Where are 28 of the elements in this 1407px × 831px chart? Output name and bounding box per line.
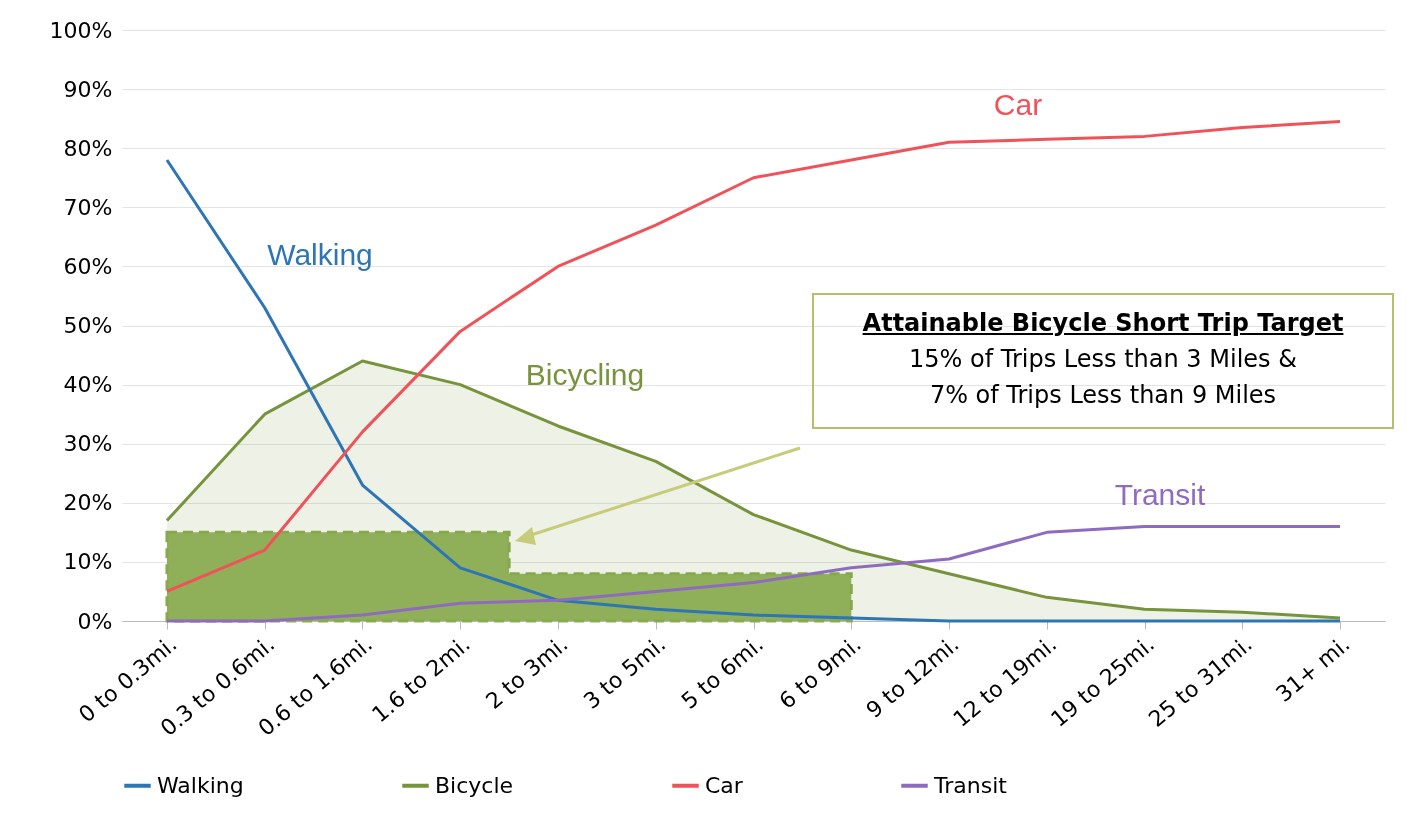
x-tick-label: 6 to 9mi. [774, 631, 866, 714]
y-tick-label: 80% [63, 135, 113, 161]
y-tick-label: 10% [63, 549, 113, 575]
y-tick-label: 20% [63, 490, 113, 516]
line-series [165, 524, 1342, 623]
y-tick-label: 90% [63, 76, 113, 102]
y-tick-label: 30% [63, 431, 113, 457]
text-box: Attainable Bicycle Short Trip Target 15% of Trips Less than 3 Miles & 7% of Trips Less than 9 Miles [812, 293, 1394, 429]
x-tick-label: 2 to 3mi. [481, 631, 573, 714]
legend-label: Transit [933, 772, 1008, 798]
legend-label: Walking [157, 772, 244, 798]
legend-label: Bicycle [435, 772, 514, 798]
x-tick-label: 31+ mi. [1271, 631, 1355, 707]
annotation: Car [993, 88, 1043, 122]
y-tick-label: 40% [63, 372, 113, 398]
annotation: Transit [1114, 478, 1206, 512]
y-tick-label: 100% [49, 17, 113, 43]
y-tick-label: 70% [63, 194, 113, 220]
x-tick-label: 5 to 6mi. [676, 631, 769, 714]
y-tick-label: 0% [77, 608, 113, 634]
annotation: Walking [267, 238, 373, 272]
y-tick-label: 60% [63, 253, 113, 279]
legend-label: Car [705, 772, 744, 798]
annotation: Bicycling [525, 358, 645, 392]
y-tick-label: 50% [63, 313, 113, 338]
annotation: Attainable Bicycle Short Trip Target [861, 308, 1345, 339]
annotation: 7% of Trips Less than 9 Miles [928, 380, 1278, 411]
annotation: 15% of Trips Less than 3 Miles & [908, 344, 1298, 375]
